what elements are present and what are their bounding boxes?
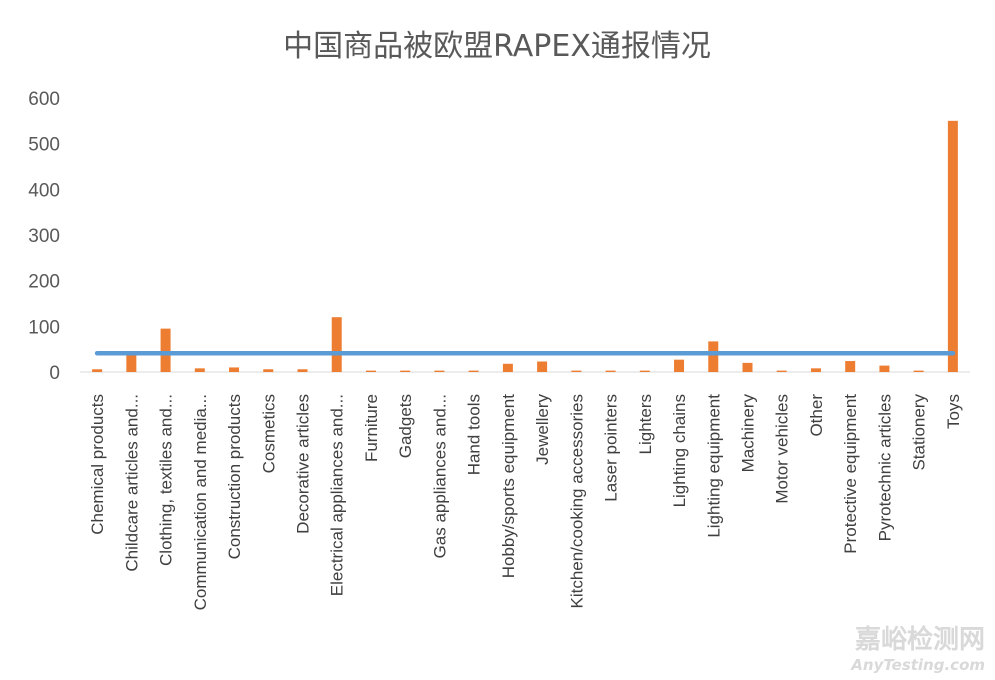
x-tick-label: Cosmetics	[259, 394, 278, 473]
bar	[126, 354, 137, 372]
x-tick-label: Chemical products	[88, 394, 107, 535]
bar	[194, 368, 205, 372]
x-tick-label: Motor vehicles	[773, 394, 792, 504]
bar	[605, 370, 616, 372]
y-tick-label: 500	[28, 135, 60, 156]
x-tick-label: Lighting chains	[670, 394, 689, 507]
x-tick-label: Construction products	[225, 394, 244, 559]
x-tick-label: Hand tools	[465, 394, 484, 475]
bar	[229, 367, 240, 372]
bar	[502, 363, 513, 372]
bar	[879, 365, 890, 372]
bar	[571, 370, 582, 372]
x-axis-ticks: Chemical products Childcare articles and.…	[88, 394, 963, 611]
x-tick-label: Childcare articles and...	[122, 394, 141, 572]
x-tick-label: Kitchen/cooking accessories	[567, 394, 586, 609]
x-tick-label: Machinery	[739, 394, 758, 473]
y-tick-label: 100	[28, 317, 60, 338]
bar	[468, 370, 479, 372]
bar	[776, 370, 787, 372]
bar	[810, 368, 821, 372]
x-tick-label: Electrical appliances and...	[328, 394, 347, 596]
bar	[742, 362, 753, 372]
x-tick-label: Lighters	[636, 394, 655, 454]
x-tick-label: Laser pointers	[602, 394, 621, 502]
chart-title: 中国商品被欧盟RAPEX通报情况	[283, 29, 711, 64]
x-tick-label: Lighting equipment	[704, 394, 723, 538]
bar	[331, 317, 342, 372]
bar	[160, 328, 171, 372]
bar	[92, 369, 103, 372]
y-tick-label: 300	[28, 226, 60, 247]
x-tick-label: Clothing, textiles and...	[157, 394, 176, 566]
x-tick-label: Hobby/sports equipment	[499, 394, 518, 579]
x-tick-label: Communication and media...	[191, 394, 210, 610]
x-tick-label: Furniture	[362, 394, 381, 462]
y-tick-label: 0	[49, 363, 60, 384]
bar-series	[92, 120, 958, 372]
bar	[297, 369, 308, 372]
bar	[674, 359, 685, 372]
y-tick-label: 600	[28, 89, 60, 110]
bar	[263, 369, 274, 372]
x-tick-label: Gadgets	[396, 394, 415, 458]
x-tick-label: Gas appliances and...	[430, 394, 449, 558]
x-tick-label: Protective equipment	[841, 394, 860, 554]
bar	[708, 341, 719, 372]
x-tick-label: Other	[807, 394, 826, 437]
y-tick-label: 200	[28, 272, 60, 293]
x-tick-label: Stationery	[910, 394, 929, 471]
y-tick-label: 400	[28, 180, 60, 201]
bar	[845, 361, 856, 372]
watermark-logo-cn: 嘉峪检测网	[855, 624, 985, 655]
bar	[400, 370, 411, 372]
watermark-logo-en: AnyTesting.com	[850, 656, 985, 674]
bar	[365, 370, 376, 372]
x-tick-label: Jewellery	[533, 394, 552, 465]
bar	[913, 370, 924, 372]
bar	[947, 120, 958, 372]
y-axis-ticks: 0 100 200 300 400 500 600	[28, 89, 60, 384]
x-tick-label: Decorative articles	[294, 394, 313, 534]
bar	[434, 370, 445, 372]
bar	[537, 361, 548, 372]
bar	[639, 370, 650, 372]
x-tick-label: Toys	[944, 394, 963, 429]
x-tick-label: Pyrotechnic articles	[875, 394, 894, 541]
